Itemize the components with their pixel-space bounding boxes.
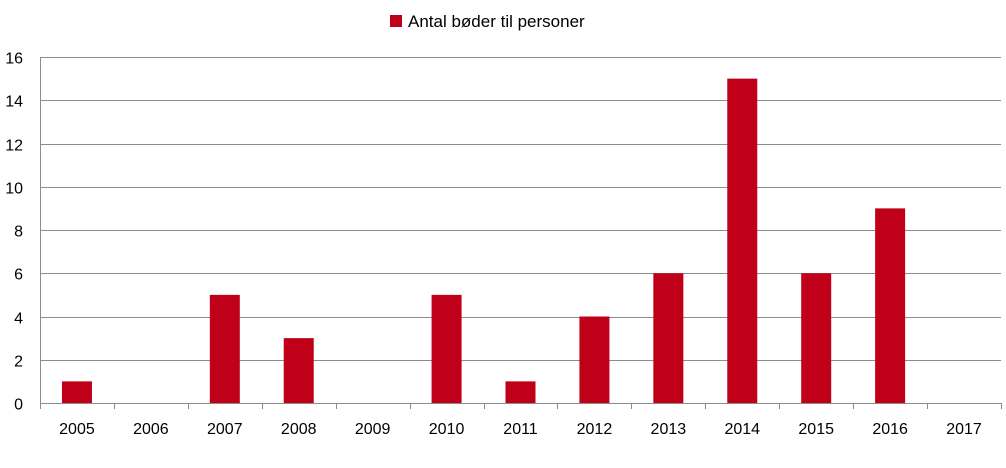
x-tick-label: 2010 <box>429 421 465 438</box>
bar-2011 <box>505 381 536 403</box>
y-axis-tick-labels: 0 2 4 6 8 10 12 14 16 <box>5 51 23 414</box>
x-tick-label: 2017 <box>946 421 982 438</box>
x-tick-label: 2007 <box>207 421 243 438</box>
gridlines <box>40 57 1001 361</box>
x-axis-tick-labels: 2005 2006 2007 2008 2009 2010 2011 2012 2013 2014… <box>59 421 982 438</box>
x-tick-label: 2006 <box>133 421 169 438</box>
y-tick-label: 12 <box>5 138 23 155</box>
y-tick-label: 4 <box>14 311 23 328</box>
y-tick-label: 0 <box>14 397 23 414</box>
bar-2016 <box>875 208 906 403</box>
x-tick-label: 2012 <box>577 421 613 438</box>
bars <box>61 78 906 403</box>
y-tick-label: 2 <box>14 354 23 371</box>
legend-swatch <box>390 15 402 27</box>
bar-2010 <box>431 294 462 403</box>
bar-2008 <box>283 338 314 403</box>
y-tick-label: 10 <box>5 181 23 198</box>
bar-2005 <box>61 381 92 403</box>
x-tick-label: 2008 <box>281 421 317 438</box>
y-tick-label: 6 <box>14 267 23 284</box>
x-tick-label: 2009 <box>355 421 391 438</box>
bar-2015 <box>801 273 832 403</box>
legend: Antal bøder til personer <box>390 12 585 31</box>
x-tick-label: 2013 <box>651 421 687 438</box>
y-tick-label: 8 <box>14 224 23 241</box>
x-tick-label: 2015 <box>798 421 834 438</box>
bar-2013 <box>653 273 684 403</box>
x-tick-label: 2014 <box>724 421 760 438</box>
bar-2007 <box>209 294 240 403</box>
y-tick-label: 14 <box>5 94 23 111</box>
x-tick-label: 2011 <box>503 421 538 438</box>
legend-label: Antal bøder til personer <box>408 12 585 31</box>
axes <box>40 57 1002 409</box>
x-tick-label: 2016 <box>872 421 908 438</box>
bar-2014 <box>727 78 758 403</box>
y-tick-label: 16 <box>5 51 23 68</box>
bar-2012 <box>579 316 610 403</box>
x-tick-label: 2005 <box>59 421 95 438</box>
